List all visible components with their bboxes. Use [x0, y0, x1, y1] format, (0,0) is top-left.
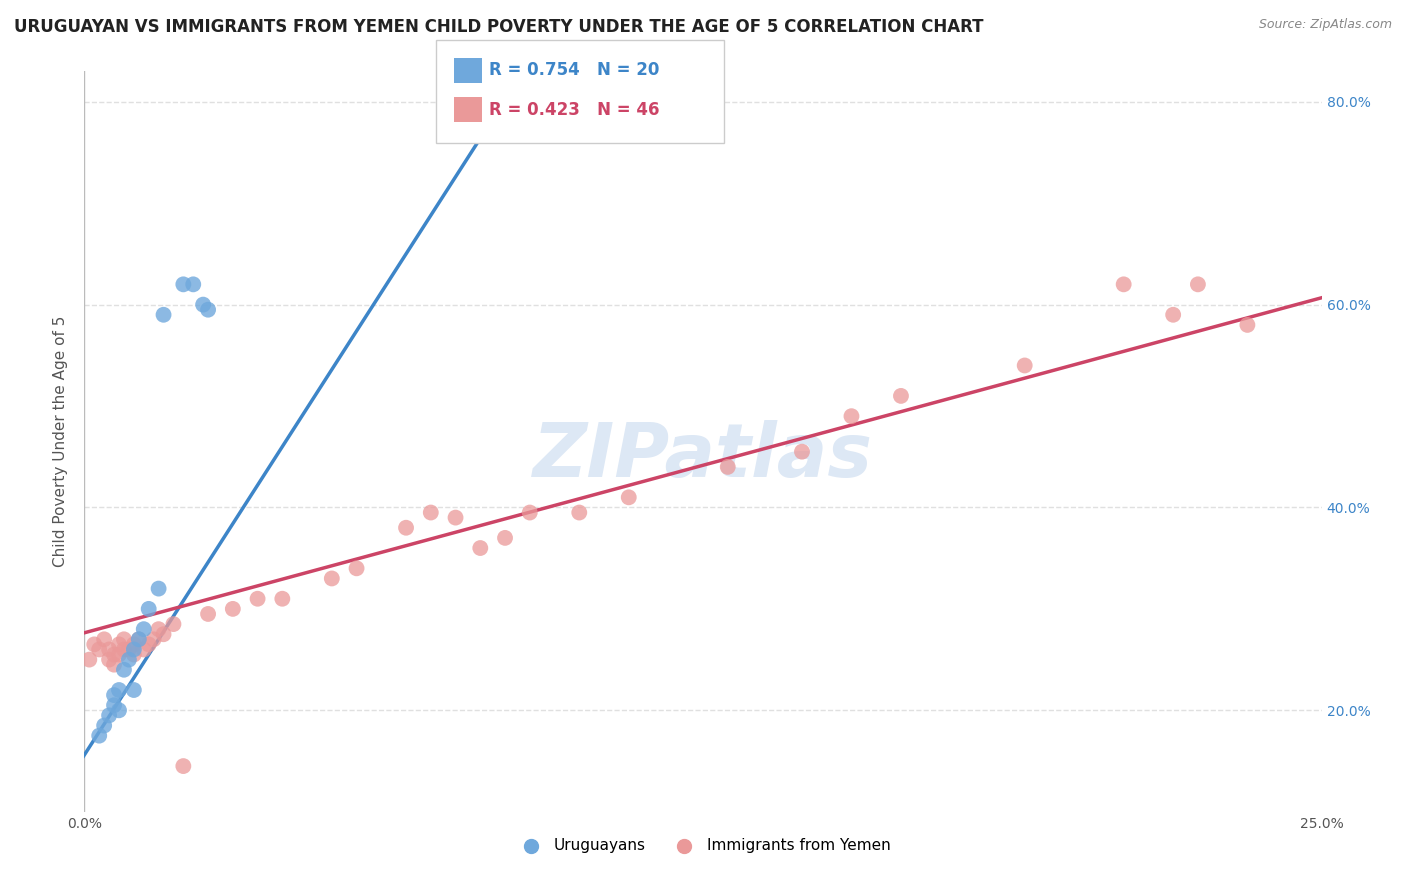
Point [222, 602, 245, 616]
Point [103, 688, 125, 702]
Point [191, 298, 214, 312]
Point [419, 506, 441, 520]
Point [790, 444, 813, 458]
Point [112, 663, 135, 677]
Point [128, 632, 150, 647]
Point [890, 389, 912, 403]
Point [1112, 277, 1135, 292]
Point [271, 591, 294, 606]
Point [148, 582, 170, 596]
Point [108, 648, 131, 662]
Point [122, 642, 145, 657]
Point [395, 521, 418, 535]
Point [98, 652, 121, 666]
Point [444, 510, 467, 524]
Point [1187, 277, 1209, 292]
Point [142, 632, 165, 647]
Point [470, 541, 492, 555]
Text: R = 0.754   N = 20: R = 0.754 N = 20 [489, 62, 659, 79]
Point [89, 729, 111, 743]
Point [138, 637, 160, 651]
Point [568, 506, 591, 520]
Point [118, 642, 141, 657]
Point [346, 561, 368, 575]
Point [519, 506, 541, 520]
Point [132, 642, 155, 657]
Point [1014, 359, 1036, 373]
Y-axis label: Child Poverty Under the Age of 5: Child Poverty Under the Age of 5 [52, 316, 67, 567]
Point [83, 637, 105, 651]
Point [617, 491, 640, 505]
Point [494, 531, 516, 545]
Text: ZIPatlas: ZIPatlas [533, 420, 873, 493]
Point [108, 637, 131, 651]
Point [103, 698, 125, 713]
Point [98, 708, 121, 723]
Point [122, 637, 145, 651]
Point [118, 652, 141, 666]
Point [1161, 308, 1184, 322]
Point [152, 308, 174, 322]
Point [717, 459, 740, 474]
Point [89, 642, 111, 657]
Point [181, 277, 204, 292]
Point [122, 648, 145, 662]
Point [112, 632, 135, 647]
Point [128, 632, 150, 647]
Point [148, 622, 170, 636]
Point [321, 571, 343, 585]
Point [79, 652, 101, 666]
Point [93, 718, 115, 732]
Point [112, 642, 135, 657]
Point [246, 591, 269, 606]
Text: Source: ZipAtlas.com: Source: ZipAtlas.com [1258, 18, 1392, 31]
Point [197, 302, 219, 317]
Point [98, 642, 121, 657]
Text: URUGUAYAN VS IMMIGRANTS FROM YEMEN CHILD POVERTY UNDER THE AGE OF 5 CORRELATION : URUGUAYAN VS IMMIGRANTS FROM YEMEN CHILD… [14, 18, 984, 36]
Point [108, 683, 131, 698]
Text: R = 0.423   N = 46: R = 0.423 N = 46 [489, 101, 659, 119]
Point [122, 683, 145, 698]
Point [93, 632, 115, 647]
Point [1236, 318, 1258, 332]
Point [103, 657, 125, 672]
Point [103, 648, 125, 662]
Point [172, 759, 194, 773]
Point [172, 277, 194, 292]
Point [841, 409, 863, 424]
Point [197, 607, 219, 621]
Legend: Uruguayans, Immigrants from Yemen: Uruguayans, Immigrants from Yemen [509, 832, 897, 860]
Point [138, 602, 160, 616]
Point [162, 617, 184, 632]
Point [108, 703, 131, 717]
Point [152, 627, 174, 641]
Point [132, 622, 155, 636]
